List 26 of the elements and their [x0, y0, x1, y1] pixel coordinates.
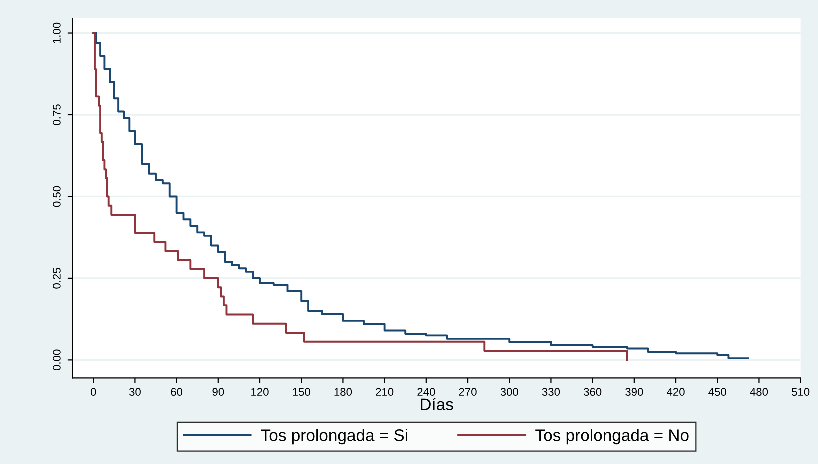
- x-tick-label: 300: [500, 388, 518, 396]
- x-tick-label: 360: [584, 388, 602, 396]
- y-tick-label: 0.00: [53, 350, 61, 371]
- x-tick-label: 150: [293, 388, 310, 396]
- x-tick-label: 180: [334, 388, 352, 396]
- x-tick-label: 30: [129, 388, 141, 396]
- y-tick-label: 1.00: [53, 22, 61, 44]
- x-tick-label: 60: [171, 388, 183, 396]
- y-tick-label: 0.25: [53, 268, 61, 289]
- legend-label: Tos prolongada = No: [536, 429, 689, 445]
- y-tick-label: 0.75: [53, 104, 61, 126]
- x-tick-label: 120: [252, 388, 269, 396]
- x-tick-label: 450: [708, 388, 726, 396]
- legend-label: Tos prolongada = Si: [261, 429, 408, 445]
- x-tick-label: 270: [459, 388, 477, 396]
- y-tick-label: 0.50: [53, 186, 61, 208]
- x-axis-title: Días: [421, 398, 454, 410]
- x-tick-label: 510: [792, 388, 810, 396]
- x-tick-label: 390: [626, 388, 644, 396]
- x-tick-label: 480: [750, 388, 768, 396]
- x-tick-label: 330: [542, 388, 560, 396]
- x-tick-label: 240: [418, 388, 436, 396]
- x-tick-label: 210: [376, 388, 394, 396]
- x-tick-label: 90: [212, 388, 224, 396]
- x-tick-label: 420: [667, 388, 685, 396]
- x-tick-label: 0: [90, 388, 96, 396]
